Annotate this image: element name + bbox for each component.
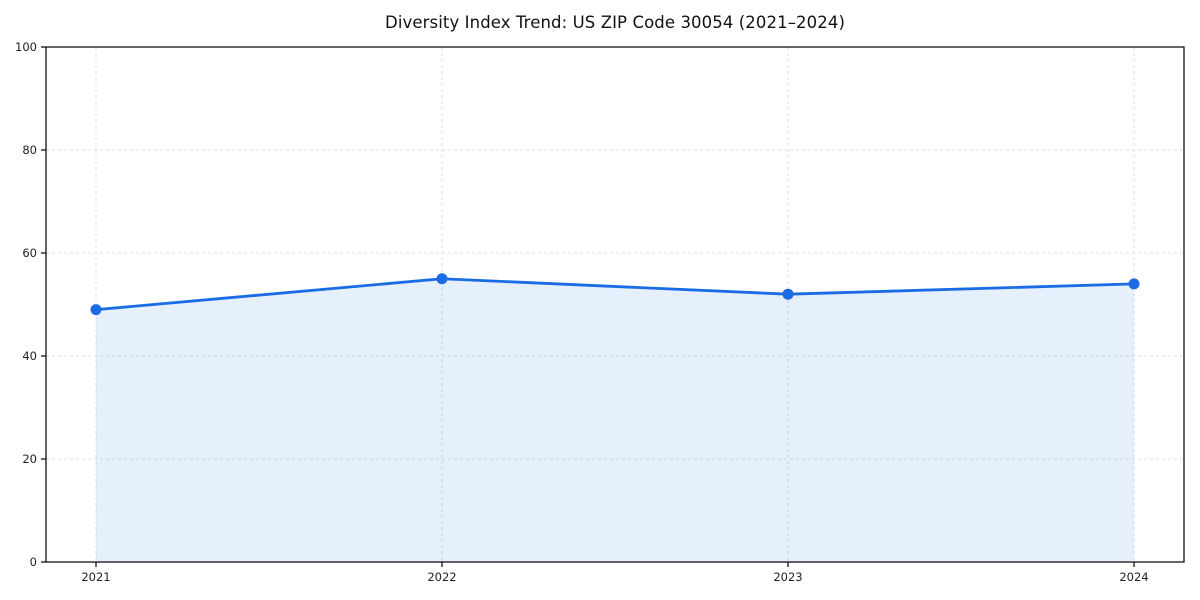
chart-title: Diversity Index Trend: US ZIP Code 30054… [385, 13, 845, 32]
y-axis-tick-label: 20 [22, 452, 37, 466]
data-point-marker [436, 273, 448, 285]
data-point-marker [90, 304, 102, 316]
data-point-marker [1128, 278, 1140, 290]
data-point-marker [782, 288, 794, 300]
trend-line [94, 277, 1136, 312]
y-axis-tick-label: 40 [22, 349, 37, 363]
x-axis-tick-label: 2021 [81, 570, 110, 584]
y-axis-tick-label: 80 [22, 143, 37, 157]
x-axis-tick-label: 2022 [427, 570, 456, 584]
x-axis-tick-label: 2023 [773, 570, 802, 584]
plot-border [45, 46, 1185, 563]
y-axis-tick-label: 0 [30, 555, 37, 569]
y-axis-tick-label: 60 [22, 246, 37, 260]
y-axis-tick-label: 100 [15, 40, 37, 54]
x-axis-tick-label: 2024 [1119, 570, 1148, 584]
area-fill [96, 278, 1134, 562]
